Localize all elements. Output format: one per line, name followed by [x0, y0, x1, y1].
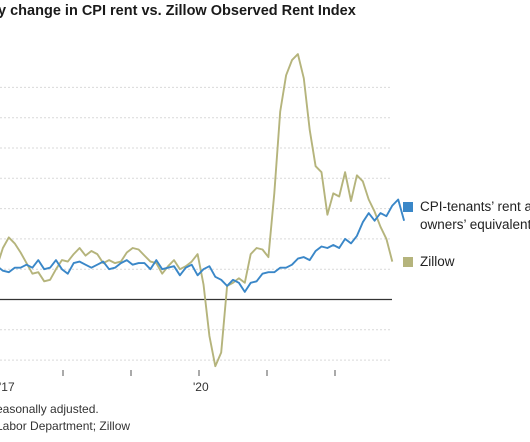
legend-swatch	[403, 257, 413, 267]
series-line-zillow	[0, 53, 394, 368]
series-lines	[0, 53, 406, 368]
chart-title: ly change in CPI rent vs. Zillow Observe…	[0, 3, 356, 19]
legend-label: Zillow	[420, 254, 455, 269]
adjustment-note: easonally adjusted.	[0, 402, 99, 416]
legend: CPI-tenants’ rent an owners’ equivalent r…	[403, 199, 530, 269]
source-note: Labor Department; Zillow	[0, 419, 131, 433]
legend-label: owners’ equivalent r	[420, 217, 530, 232]
legend-label: CPI-tenants’ rent an	[420, 199, 530, 214]
legend-swatch	[403, 202, 413, 212]
x-tick-label: '17	[0, 380, 15, 394]
series-line-cpi	[0, 198, 406, 293]
gridlines	[0, 86, 392, 361]
x-axis: '17 '20	[0, 370, 336, 394]
x-tick-label: '20	[193, 380, 209, 394]
